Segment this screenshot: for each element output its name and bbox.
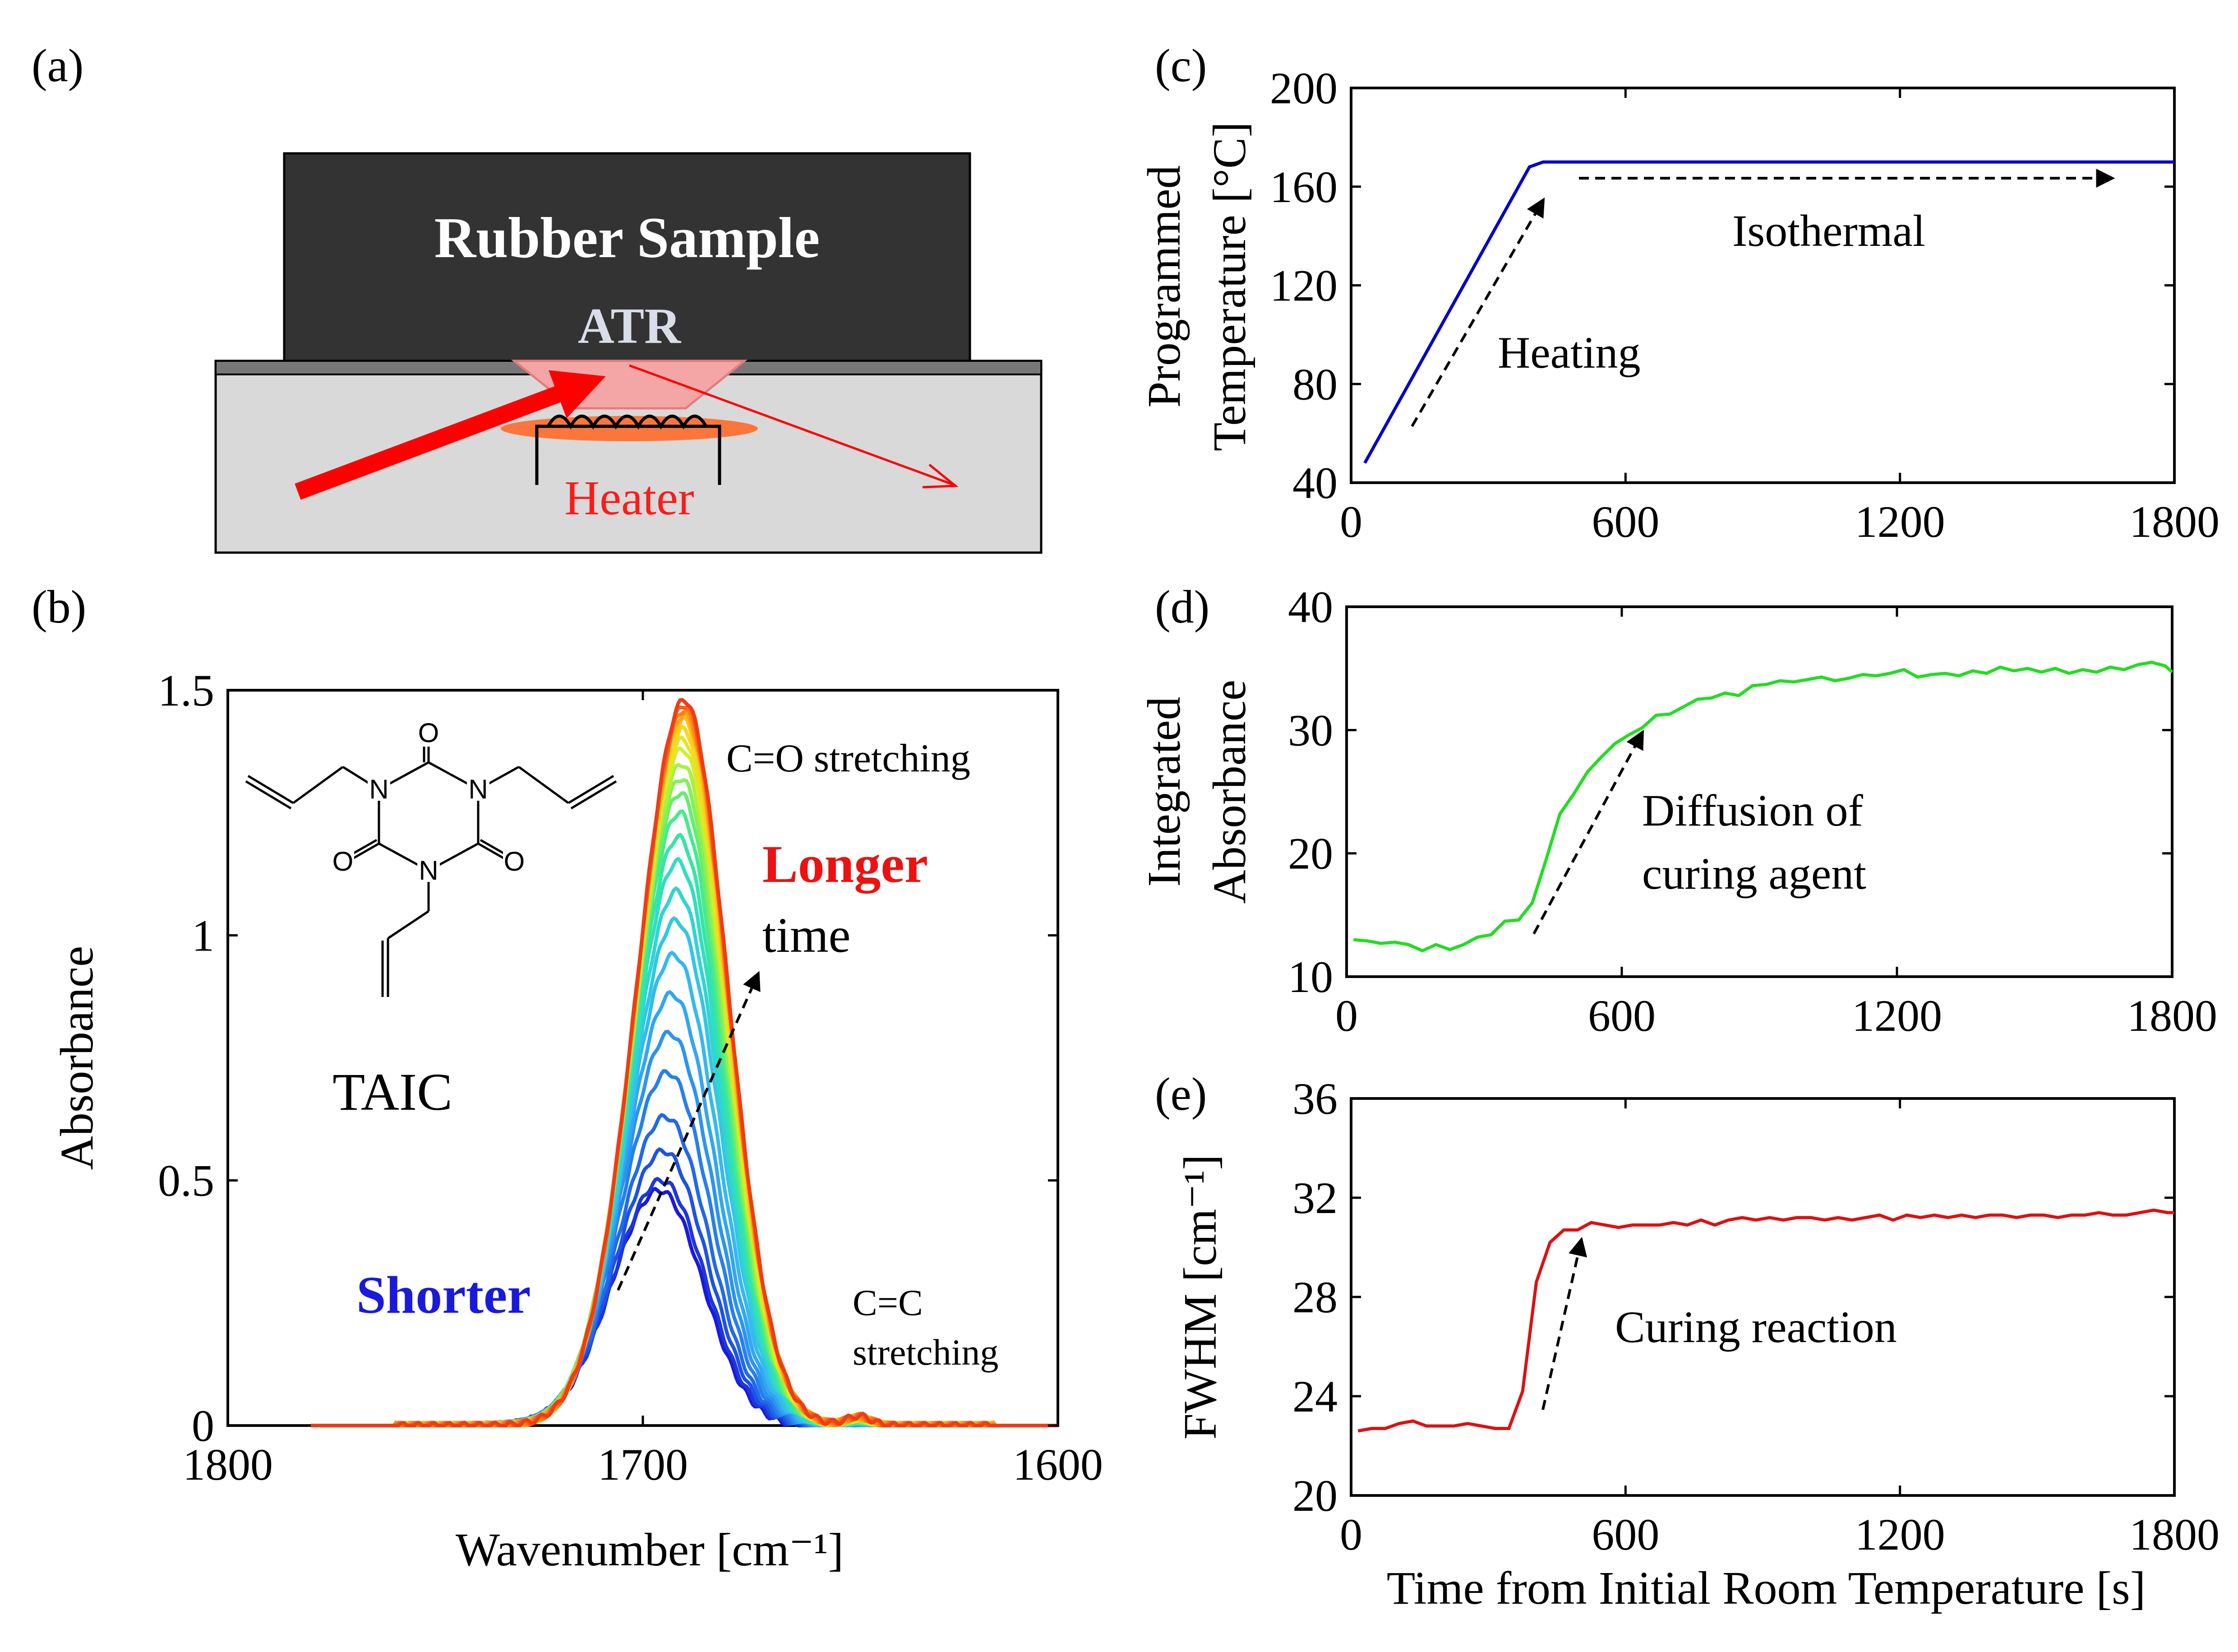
- diffusion-label-2: curing agent: [1642, 849, 1866, 899]
- y-tick-label: 1: [192, 910, 214, 960]
- y-tick-label: 24: [1292, 1371, 1338, 1421]
- x-tick-label: 1700: [598, 1440, 688, 1490]
- y-tick-label: 40: [1288, 582, 1333, 632]
- panel-label-d: (d): [1155, 581, 1209, 633]
- x-tick-label: 0: [1335, 991, 1358, 1041]
- y-tick-label: 30: [1288, 705, 1333, 755]
- panel-label-b: (b): [32, 581, 86, 633]
- cc-stretch-label-2: stretching: [853, 1332, 998, 1373]
- y-tick-label: 1.5: [158, 665, 214, 715]
- time-label: time: [762, 908, 851, 963]
- x-tick-label: 600: [1592, 497, 1659, 547]
- rubber-sample-block: [283, 152, 971, 365]
- reflected-beam-head: [922, 464, 959, 489]
- x-tick-label: 1800: [183, 1440, 273, 1490]
- y-tick-label: 28: [1292, 1272, 1338, 1322]
- spectra-chart: 0 0.5 1 1.5 1800 1700 1600 Absorbance Wavenum…: [51, 665, 1103, 1576]
- y-axis-title-d-2: Absorbance: [1204, 680, 1255, 904]
- svg-text:O: O: [332, 846, 354, 877]
- y-tick-label: 20: [1288, 829, 1333, 879]
- x-tick-label: 1800: [2129, 497, 2220, 547]
- atr-label: ATR: [578, 298, 681, 354]
- y-tick-label: 0: [192, 1401, 214, 1451]
- plot-frame-e: [1350, 1097, 2176, 1497]
- x-tick-label: 1800: [2127, 991, 2217, 1041]
- fwhm-chart: 20 24 28 32 36 0 600 1200 1800 FWHM [cm⁻¹] Time…: [1174, 1074, 2220, 1614]
- taic-label: TAIC: [332, 1062, 452, 1121]
- y-tick-label: 32: [1292, 1173, 1338, 1223]
- fwhm-line: [1357, 1208, 2174, 1433]
- curing-arrow: [1541, 1237, 1587, 1410]
- spectra-series: [311, 698, 1058, 1428]
- y-axis-title-b: Absorbance: [51, 946, 103, 1170]
- isothermal-label: Isothermal: [1732, 206, 1925, 256]
- y-tick-label: 40: [1292, 458, 1338, 508]
- x-tick-label: 0: [1340, 1509, 1362, 1560]
- atr-diagram: Rubber Sample ATR Heater: [214, 152, 1043, 554]
- panel-label-a: (a): [32, 40, 83, 92]
- heater-leads: [535, 425, 721, 485]
- shorter-label: Shorter: [356, 1265, 531, 1324]
- integrated-absorbance-chart: 10 20 30 40 0 600 1200 1800 Integrated Absorba…: [1138, 582, 2217, 1041]
- temperature-chart: 40 80 120 160 200 0 600 1200 1800 Programmed Te…: [1138, 63, 2220, 547]
- panel-label-e: (e): [1155, 1068, 1207, 1120]
- longer-label: Longer: [762, 835, 928, 894]
- co-stretch-label: C=O stretching: [726, 737, 970, 780]
- y-tick-label: 200: [1270, 63, 1338, 113]
- taic-atoms: O N N N O O: [332, 718, 526, 886]
- heating-label: Heating: [1498, 328, 1641, 378]
- y-axis-title-c-2: Temperature [°C]: [1204, 122, 1255, 451]
- curing-reaction-label: Curing reaction: [1615, 1302, 1897, 1352]
- x-tick-label: 600: [1592, 1509, 1659, 1560]
- y-tick-label: 36: [1292, 1074, 1338, 1124]
- y-axis-title-e: FWHM [cm⁻¹]: [1174, 1154, 1226, 1440]
- cc-stretch-label-1: C=C: [853, 1282, 923, 1323]
- rubber-sample-label: Rubber Sample: [434, 206, 820, 270]
- y-tick-label: 0.5: [158, 1156, 214, 1206]
- x-tick-label: 1200: [1855, 1509, 1945, 1560]
- y-tick-label: 20: [1292, 1471, 1338, 1521]
- svg-text:N: N: [419, 855, 438, 886]
- reflected-beam: [629, 364, 955, 486]
- heater-label: Heater: [564, 471, 694, 525]
- heating-arrow: [1411, 197, 1545, 427]
- x-tick-label: 1800: [2129, 1509, 2220, 1560]
- x-axis-title-e: Time from Initial Room Temperature [s]: [1387, 1562, 2146, 1614]
- incident-beam: [295, 370, 606, 500]
- heater-coil: [546, 415, 708, 430]
- svg-text:O: O: [418, 718, 439, 748]
- svg-text:O: O: [504, 846, 525, 877]
- absorbance-line: [1353, 660, 2173, 953]
- diffusion-arrow: [1532, 729, 1644, 935]
- temperature-line: [1363, 160, 2174, 464]
- x-tick-label: 600: [1588, 991, 1656, 1041]
- diffusion-label-1: Diffusion of: [1642, 785, 1863, 835]
- x-tick-label: 0: [1340, 497, 1362, 547]
- x-tick-label: 1200: [1855, 497, 1945, 547]
- y-tick-label: 160: [1270, 162, 1338, 212]
- x-tick-label: 1600: [1013, 1440, 1103, 1490]
- y-tick-label: 10: [1288, 952, 1333, 1002]
- time-arrow: [617, 971, 761, 1291]
- panel-label-c: (c): [1155, 40, 1207, 92]
- y-axis-title-d-1: Integrated: [1138, 697, 1190, 887]
- y-tick-label: 80: [1292, 359, 1338, 409]
- plot-frame-d: [1345, 605, 2173, 978]
- plot-frame-c: [1350, 87, 2176, 484]
- x-axis-title-b: Wavenumber [cm⁻¹]: [456, 1524, 844, 1576]
- svg-text:N: N: [468, 774, 488, 804]
- svg-text:N: N: [369, 774, 388, 804]
- heater-glow: [501, 416, 758, 441]
- y-tick-label: 120: [1270, 261, 1338, 311]
- plot-frame-b: [226, 689, 1059, 1427]
- x-tick-label: 1200: [1852, 991, 1942, 1041]
- spectrum-line: [311, 698, 1058, 1427]
- y-axis-title-c-1: Programmed: [1138, 165, 1190, 407]
